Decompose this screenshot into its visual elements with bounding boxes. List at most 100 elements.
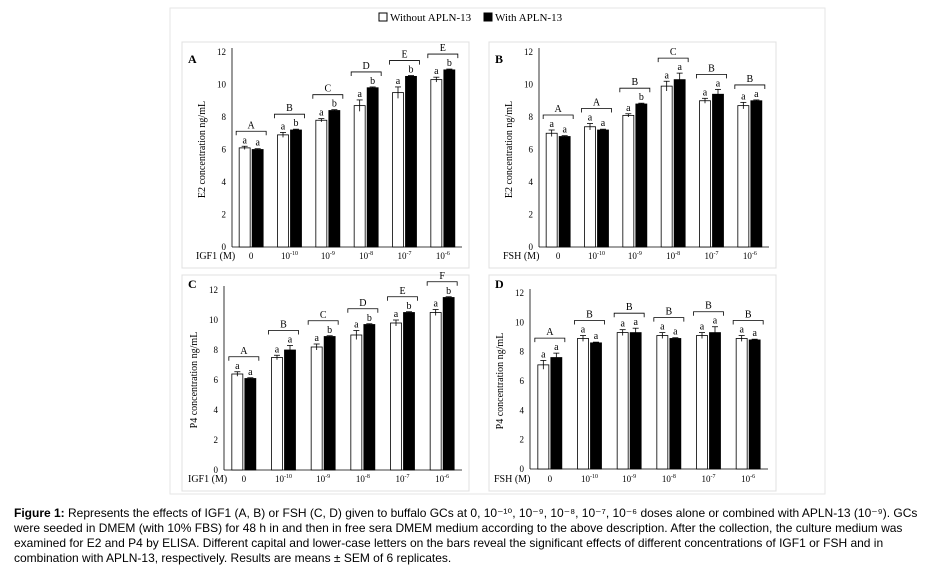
bar-with bbox=[673, 79, 686, 248]
bar-with bbox=[405, 75, 417, 248]
bar-without bbox=[315, 119, 328, 248]
bar-without bbox=[310, 346, 323, 471]
lowercase-letter: a bbox=[741, 91, 746, 102]
bar-with bbox=[363, 324, 376, 471]
panel-frame-B bbox=[488, 41, 777, 269]
lowercase-letter: a bbox=[319, 108, 324, 119]
lowercase-letter: a bbox=[633, 317, 638, 328]
y-tick-label: 0 bbox=[214, 465, 219, 475]
caption-label: Figure 1: bbox=[14, 506, 65, 520]
lowercase-letter: a bbox=[713, 316, 718, 327]
group-bracket bbox=[350, 71, 382, 76]
x-tick-label: 0 bbox=[249, 251, 254, 261]
x-tick-label: 10-10 bbox=[281, 251, 298, 261]
group-bracket bbox=[347, 308, 379, 313]
uppercase-letter: B bbox=[705, 301, 712, 312]
legend-label-without: Without APLN-13 bbox=[390, 12, 472, 24]
group-bracket bbox=[619, 87, 651, 93]
y-tick-label: 10 bbox=[524, 80, 534, 90]
group-bracket bbox=[613, 312, 645, 318]
y-tick-label: 4 bbox=[214, 405, 219, 415]
lowercase-letter: a bbox=[434, 66, 439, 77]
lowercase-letter: a bbox=[235, 361, 240, 372]
lowercase-letter: a bbox=[673, 327, 678, 338]
bar-with bbox=[550, 357, 563, 470]
group-bracket bbox=[657, 57, 689, 63]
x-tick-label: 10-7 bbox=[398, 251, 412, 261]
uppercase-letter: B bbox=[626, 302, 633, 313]
group-bracket bbox=[389, 60, 420, 65]
lowercase-letter: a bbox=[562, 125, 567, 136]
bar-with bbox=[284, 349, 296, 471]
y-axis-label: E2 concentration ng/mL bbox=[197, 101, 208, 198]
y-tick-label: 10 bbox=[209, 315, 219, 325]
lowercase-letter: a bbox=[716, 78, 721, 89]
lowercase-letter: a bbox=[281, 121, 286, 132]
x-tick-label: 10-6 bbox=[436, 251, 450, 261]
panel-frame-C bbox=[181, 274, 470, 492]
x-tick-label: 10-10 bbox=[275, 474, 292, 484]
lowercase-letter: a bbox=[242, 135, 247, 146]
x-factor-label: IGF1 (M) bbox=[188, 474, 227, 485]
x-tick-label: 0 bbox=[242, 474, 247, 484]
bar-with bbox=[558, 136, 571, 248]
lowercase-letter: a bbox=[660, 322, 665, 333]
x-tick-label: 10-6 bbox=[743, 251, 757, 261]
lowercase-letter: a bbox=[396, 76, 401, 87]
lowercase-letter: b bbox=[367, 313, 372, 324]
panel-letter: C bbox=[188, 277, 197, 291]
lowercase-letter: a bbox=[354, 320, 359, 331]
lowercase-letter: a bbox=[248, 367, 253, 378]
uppercase-letter: F bbox=[439, 271, 445, 282]
x-tick-label: 10-8 bbox=[356, 474, 370, 484]
bar-without bbox=[696, 335, 708, 470]
y-tick-label: 4 bbox=[520, 405, 525, 415]
panel-frame-A bbox=[181, 41, 470, 269]
y-tick-label: 6 bbox=[520, 376, 525, 386]
bar-with bbox=[290, 129, 302, 248]
bar-without bbox=[390, 322, 402, 471]
group-bracket bbox=[235, 130, 267, 136]
y-tick-label: 4 bbox=[529, 177, 534, 187]
bar-without bbox=[656, 335, 669, 470]
group-bracket bbox=[426, 281, 458, 286]
group-bracket bbox=[387, 296, 418, 301]
uppercase-letter: B bbox=[586, 310, 593, 321]
x-tick-label: 10-9 bbox=[321, 251, 335, 261]
bar-without bbox=[277, 134, 289, 248]
panel-letter: D bbox=[495, 277, 504, 291]
group-bracket bbox=[312, 94, 344, 99]
group-bracket bbox=[696, 73, 727, 79]
bar-with bbox=[669, 338, 682, 470]
lowercase-letter: a bbox=[703, 87, 708, 98]
y-tick-label: 12 bbox=[524, 47, 533, 57]
uppercase-letter: B bbox=[745, 310, 752, 321]
lowercase-letter: a bbox=[700, 322, 705, 333]
x-tick-label: 10-7 bbox=[705, 251, 719, 261]
lowercase-letter: a bbox=[433, 299, 438, 310]
uppercase-letter: C bbox=[324, 84, 331, 95]
bar-with bbox=[750, 100, 763, 248]
lowercase-letter: a bbox=[588, 113, 593, 124]
y-axis-label: E2 concentration ng/mL bbox=[504, 101, 515, 198]
lowercase-letter: a bbox=[601, 118, 606, 129]
group-bracket bbox=[268, 330, 299, 335]
uppercase-letter: A bbox=[555, 104, 563, 115]
x-tick-label: 0 bbox=[556, 251, 561, 261]
y-tick-label: 2 bbox=[520, 435, 525, 445]
lowercase-letter: a bbox=[288, 335, 293, 346]
x-tick-label: 10-8 bbox=[662, 474, 676, 484]
figure-caption: Figure 1: Represents the effects of IGF1… bbox=[14, 506, 934, 566]
lowercase-letter: b bbox=[294, 118, 299, 129]
y-tick-label: 4 bbox=[222, 177, 227, 187]
y-tick-label: 12 bbox=[515, 288, 524, 298]
panel-frame-D bbox=[488, 274, 777, 492]
y-tick-label: 2 bbox=[214, 435, 219, 445]
bar-without bbox=[430, 79, 443, 248]
legend: Without APLN-13 With APLN-13 bbox=[378, 12, 563, 24]
lowercase-letter: a bbox=[275, 344, 280, 355]
uppercase-letter: E bbox=[401, 50, 407, 61]
uppercase-letter: B bbox=[708, 63, 715, 74]
legend-label-with: With APLN-13 bbox=[495, 12, 563, 24]
panel-letter: B bbox=[495, 52, 503, 66]
